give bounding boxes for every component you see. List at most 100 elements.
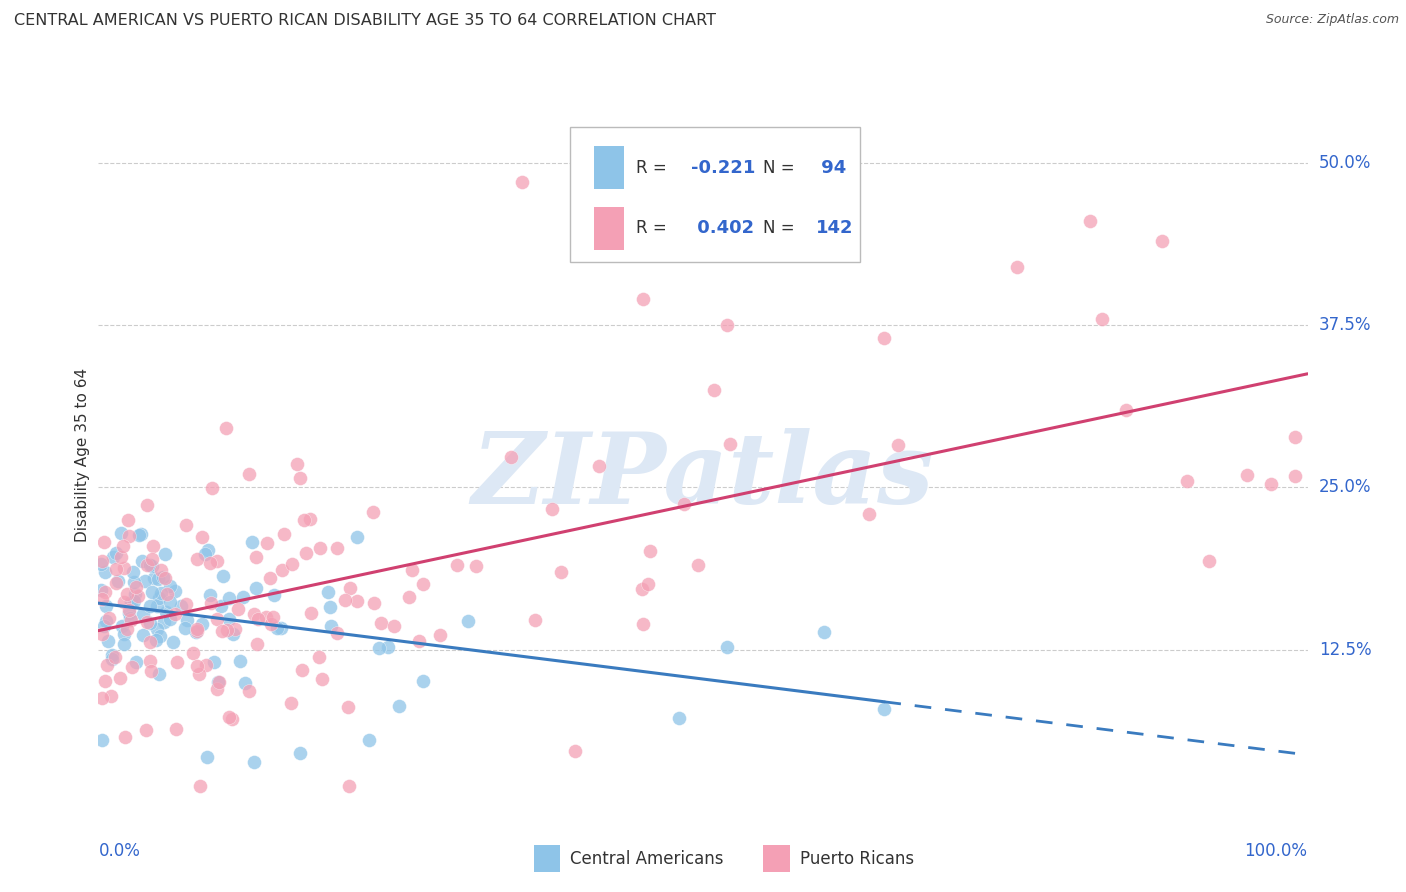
Point — [238, 684, 260, 698]
Point — [163, 607, 186, 622]
Point — [201, 481, 224, 495]
Text: 100.0%: 100.0% — [1244, 842, 1308, 860]
Point — [1078, 214, 1101, 228]
Point — [524, 613, 547, 627]
Point — [162, 634, 184, 648]
Point — [1175, 474, 1198, 488]
Point — [105, 575, 128, 590]
Point — [245, 549, 267, 564]
Point — [148, 591, 170, 605]
Point — [91, 553, 114, 567]
Text: Source: ZipAtlas.com: Source: ZipAtlas.com — [1265, 13, 1399, 27]
Point — [186, 552, 208, 566]
Point — [207, 554, 229, 568]
Point — [200, 596, 222, 610]
Point — [337, 779, 360, 793]
Point — [149, 629, 172, 643]
Point — [588, 458, 610, 473]
Point — [295, 546, 318, 560]
Point — [117, 602, 139, 616]
Point — [311, 672, 333, 686]
Point — [887, 438, 910, 452]
Point — [111, 540, 134, 554]
Point — [101, 648, 124, 663]
FancyBboxPatch shape — [595, 146, 624, 189]
Point — [94, 565, 117, 579]
Point — [299, 606, 322, 620]
Point — [112, 627, 135, 641]
Text: 94: 94 — [815, 159, 846, 177]
Point — [292, 513, 315, 527]
Point — [128, 528, 150, 542]
Point — [184, 625, 207, 640]
Point — [873, 702, 896, 716]
Point — [120, 594, 142, 608]
Point — [510, 176, 533, 190]
Point — [218, 591, 240, 605]
Point — [146, 572, 169, 586]
Point — [90, 557, 112, 571]
Point — [188, 666, 211, 681]
Text: Central Americans: Central Americans — [569, 850, 724, 868]
Point — [501, 450, 523, 464]
Point — [111, 619, 134, 633]
Point — [1007, 260, 1029, 274]
Point — [94, 599, 117, 613]
Point — [159, 612, 181, 626]
Point — [716, 640, 738, 654]
Point — [1284, 430, 1306, 444]
Point — [188, 779, 211, 793]
Point — [118, 529, 141, 543]
Point — [117, 513, 139, 527]
Point — [1284, 468, 1306, 483]
Point — [114, 730, 136, 744]
Point — [401, 563, 423, 577]
Point — [703, 384, 725, 398]
Point — [141, 552, 163, 566]
Point — [174, 621, 197, 635]
Text: -0.221: -0.221 — [690, 159, 755, 177]
Point — [457, 614, 479, 628]
Point — [90, 582, 112, 597]
Point — [145, 599, 167, 613]
Point — [221, 627, 243, 641]
Point — [288, 471, 311, 485]
Point — [541, 502, 564, 516]
Text: CENTRAL AMERICAN VS PUERTO RICAN DISABILITY AGE 35 TO 64 CORRELATION CHART: CENTRAL AMERICAN VS PUERTO RICAN DISABIL… — [14, 13, 716, 29]
Point — [101, 549, 124, 564]
Point — [132, 607, 155, 621]
Point — [141, 664, 163, 678]
Point — [115, 587, 138, 601]
Point — [215, 420, 238, 434]
Point — [198, 557, 221, 571]
Point — [112, 594, 135, 608]
Point — [97, 633, 120, 648]
FancyBboxPatch shape — [763, 846, 790, 872]
Point — [136, 615, 159, 629]
Point — [226, 602, 249, 616]
Point — [412, 673, 434, 688]
Point — [169, 599, 191, 613]
Point — [91, 627, 114, 641]
Point — [370, 616, 392, 631]
Point — [181, 646, 204, 660]
Point — [288, 747, 311, 761]
Point — [564, 743, 586, 757]
Point — [205, 682, 228, 697]
Point — [139, 616, 162, 631]
Point — [221, 712, 243, 726]
Point — [118, 610, 141, 624]
Point — [194, 547, 217, 561]
Point — [465, 559, 488, 574]
Point — [873, 331, 896, 345]
Point — [337, 699, 360, 714]
Point — [298, 512, 321, 526]
Point — [159, 595, 181, 609]
Point — [124, 587, 146, 601]
Point — [205, 612, 228, 626]
Point — [1115, 402, 1137, 417]
Point — [412, 577, 434, 591]
Point — [143, 571, 166, 585]
Point — [132, 628, 155, 642]
Point — [377, 640, 399, 654]
